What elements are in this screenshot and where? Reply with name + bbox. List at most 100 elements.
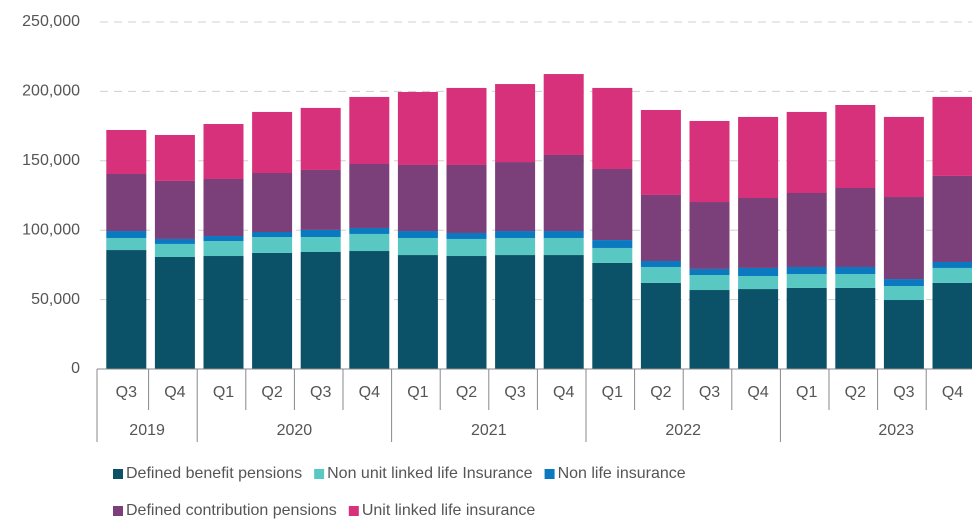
legend-label: Non life insurance <box>558 465 686 482</box>
bar-segment <box>835 287 876 369</box>
bar-segment <box>446 164 487 233</box>
x-tick-label: Q4 <box>942 384 963 401</box>
bar-segment <box>689 120 730 203</box>
x-tick-label: Q3 <box>116 384 137 401</box>
bar-segment <box>640 261 681 267</box>
bar-segment <box>835 188 876 267</box>
x-tick-label: Q2 <box>845 384 866 401</box>
bar-segment <box>689 290 730 369</box>
bar-segment <box>592 262 633 369</box>
x-tick-label: Q4 <box>747 384 768 401</box>
bar-segment <box>154 243 195 257</box>
bar-segment <box>252 252 293 369</box>
bar-segment <box>786 287 827 369</box>
bar-segment <box>932 267 972 283</box>
bar-segment <box>203 124 244 179</box>
bar-segment <box>252 232 293 238</box>
bar-segment <box>397 164 438 232</box>
bar-segment <box>689 275 730 291</box>
bar-segment <box>203 256 244 369</box>
legend-label: Defined benefit pensions <box>126 465 302 482</box>
bar-segment <box>203 236 244 242</box>
bar-segment <box>592 240 633 248</box>
bar-segment <box>835 266 876 275</box>
bar-segment <box>543 74 584 155</box>
y-tick-label: 250,000 <box>22 13 80 30</box>
bar-segment <box>446 238 487 257</box>
bar-segment <box>106 250 147 369</box>
bar-segment <box>349 96 390 164</box>
bar-segment <box>154 238 195 244</box>
bar-segment <box>252 111 293 174</box>
bar-segment <box>786 111 827 194</box>
bar-segment <box>154 180 195 239</box>
legend-label: Non unit linked life Insurance <box>327 465 533 482</box>
bar-segment <box>495 255 536 369</box>
bar-segment <box>640 282 681 369</box>
bar-segment <box>106 129 147 174</box>
x-tick-label: Q1 <box>407 384 428 401</box>
year-label: 2019 <box>129 422 165 439</box>
bar-segment <box>252 173 293 233</box>
bar-segment <box>738 276 779 290</box>
bar-segment <box>786 274 827 288</box>
bar-segment <box>300 229 341 238</box>
bar-segment <box>932 261 972 268</box>
legend-swatch <box>348 506 359 516</box>
bar-segment <box>300 251 341 369</box>
x-tick-label: Q1 <box>213 384 234 401</box>
year-label: 2022 <box>665 422 701 439</box>
x-tick-label: Q4 <box>553 384 574 401</box>
bar-segment <box>883 300 924 369</box>
bar-segment <box>592 87 633 169</box>
x-tick-label: Q4 <box>164 384 185 401</box>
bar-segment <box>883 197 924 280</box>
bar-segment <box>640 109 681 195</box>
bar-segment <box>106 237 147 251</box>
bar-segment <box>397 231 438 238</box>
year-label: 2023 <box>878 422 914 439</box>
bar-segment <box>349 251 390 369</box>
bar-segment <box>786 193 827 267</box>
bar-segment <box>640 194 681 262</box>
bar-segment <box>738 267 779 277</box>
bar-segment <box>397 255 438 369</box>
y-tick-label: 0 <box>71 360 80 377</box>
bar-segment <box>300 169 341 230</box>
y-tick-label: 50,000 <box>31 291 80 308</box>
bar-segment <box>883 279 924 286</box>
legend-swatch <box>544 469 555 479</box>
y-tick-label: 100,000 <box>22 221 80 238</box>
x-tick-label: Q4 <box>359 384 380 401</box>
bar-segment <box>300 107 341 170</box>
bar-segment <box>543 255 584 369</box>
bar-segment <box>738 289 779 369</box>
bar-segment <box>932 282 972 369</box>
y-tick-label: 150,000 <box>22 152 80 169</box>
bar-segment <box>252 237 293 253</box>
x-tick-label: Q3 <box>310 384 331 401</box>
x-tick-label: Q3 <box>699 384 720 401</box>
bar-segment <box>883 285 924 301</box>
legend-label: Defined contribution pensions <box>126 502 337 519</box>
bar-segment <box>640 266 681 283</box>
legend-swatch <box>314 469 325 479</box>
bar-segment <box>689 202 730 269</box>
bar-segment <box>932 175 972 262</box>
bar-segment <box>106 231 147 238</box>
year-label: 2020 <box>277 422 313 439</box>
bar-segment <box>592 168 633 241</box>
bar-segment <box>689 268 730 276</box>
bar-segment <box>349 233 390 252</box>
bar-segment <box>446 256 487 369</box>
legend-swatch <box>113 469 123 479</box>
bar-segment <box>932 96 972 176</box>
x-tick-label: Q1 <box>796 384 817 401</box>
bar-segment <box>446 232 487 239</box>
bar-segment <box>154 134 195 181</box>
y-tick-label: 200,000 <box>22 83 80 100</box>
x-tick-label: Q2 <box>650 384 671 401</box>
bar-segment <box>495 231 536 238</box>
bar-segment <box>154 256 195 369</box>
